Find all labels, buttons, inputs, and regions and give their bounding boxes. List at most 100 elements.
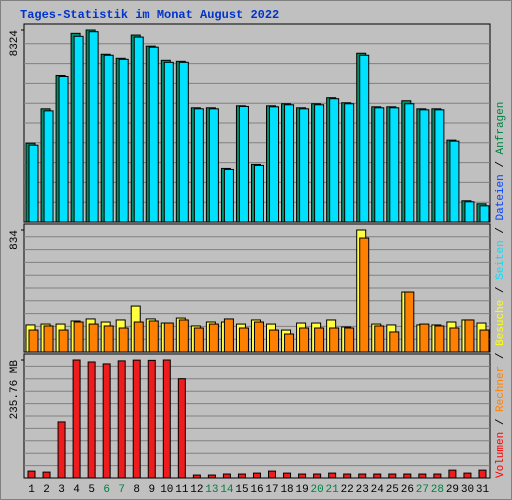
x-tick-label: 17 <box>265 484 278 496</box>
x-tick-label: 15 <box>235 484 248 496</box>
bar <box>434 109 445 223</box>
bar <box>359 54 370 223</box>
bar <box>479 205 490 223</box>
x-tick-label: 9 <box>148 484 155 496</box>
bar <box>148 46 159 223</box>
x-tick-label: 28 <box>431 484 444 496</box>
bar <box>479 329 490 353</box>
bar <box>284 104 295 223</box>
x-tick-label: 30 <box>461 484 474 496</box>
bar <box>208 108 219 223</box>
bar <box>73 35 84 223</box>
bar <box>253 321 264 353</box>
bar <box>58 329 69 353</box>
bar <box>223 168 234 223</box>
bar <box>253 164 264 223</box>
x-tick-label: 1 <box>28 484 35 496</box>
legend-separator: / <box>495 412 507 432</box>
bar <box>283 472 292 479</box>
bar <box>118 58 129 223</box>
bar <box>299 327 310 353</box>
x-tick-label: 21 <box>326 484 340 496</box>
bar <box>329 327 340 353</box>
x-tick-label: 19 <box>295 484 308 496</box>
x-tick-label: 6 <box>103 484 110 496</box>
bar <box>464 201 475 223</box>
legend-separator: / <box>495 154 507 174</box>
legend-item: Rechner <box>495 366 507 412</box>
bar <box>178 319 189 353</box>
bar <box>388 473 397 479</box>
bar <box>177 378 186 479</box>
x-tick-label: 10 <box>160 484 173 496</box>
bar <box>314 104 325 223</box>
y-tick-label: 8324 <box>9 30 21 57</box>
bar <box>43 325 54 353</box>
legend: Volumen / Rechner / Besuche / Seiten / D… <box>495 102 507 478</box>
x-tick-label: 23 <box>356 484 369 496</box>
bar <box>27 470 36 479</box>
bar <box>269 329 280 353</box>
bar <box>133 36 144 223</box>
bar <box>148 320 159 353</box>
bar <box>404 103 415 223</box>
x-tick-label: 16 <box>250 484 263 496</box>
x-tick-label: 2 <box>43 484 50 496</box>
bar <box>344 103 355 223</box>
y-tick-label: 235.76 MB <box>9 360 21 420</box>
bar <box>133 321 144 353</box>
bar <box>374 107 385 223</box>
bar <box>464 319 475 353</box>
bar <box>237 473 246 479</box>
bar <box>344 327 355 353</box>
bar <box>117 360 126 479</box>
legend-item: Anfragen <box>495 102 507 155</box>
bar <box>193 108 204 223</box>
bar <box>448 469 457 479</box>
x-tick-label: 13 <box>205 484 218 496</box>
x-tick-label: 20 <box>311 484 324 496</box>
bar <box>208 323 219 353</box>
bar <box>73 321 84 353</box>
bar <box>88 31 99 223</box>
bar <box>252 472 261 479</box>
bar <box>449 140 460 223</box>
y-tick-label: 834 <box>9 230 21 250</box>
legend-item: Volumen <box>495 432 507 478</box>
bar <box>87 361 96 479</box>
x-tick-label: 3 <box>58 484 65 496</box>
bar <box>314 327 325 353</box>
bar <box>163 322 174 353</box>
x-tick-label: 29 <box>446 484 459 496</box>
legend-separator: / <box>495 220 507 240</box>
bar <box>419 323 430 353</box>
bar <box>269 106 280 223</box>
bar <box>463 472 472 479</box>
bar <box>103 325 114 353</box>
bar <box>389 107 400 223</box>
x-tick-label: 26 <box>401 484 414 496</box>
legend-separator: / <box>495 280 507 300</box>
bar <box>433 473 442 479</box>
bar <box>163 61 174 223</box>
x-tick-label: 25 <box>386 484 399 496</box>
bar <box>358 473 367 479</box>
bar <box>192 474 201 479</box>
bar <box>418 473 427 479</box>
bar <box>103 54 114 223</box>
bar <box>102 363 111 479</box>
legend-separator: / <box>495 346 507 366</box>
bar <box>88 323 99 353</box>
bar <box>404 291 415 353</box>
bar <box>223 318 234 353</box>
legend-item: Seiten <box>495 240 507 280</box>
x-tick-label: 27 <box>416 484 429 496</box>
bar <box>43 110 54 223</box>
legend-item: Besuche <box>495 300 507 346</box>
legend-item: Dateien <box>495 174 507 220</box>
bar <box>328 472 337 479</box>
bar <box>419 109 430 223</box>
bar <box>298 473 307 479</box>
bar <box>58 75 69 223</box>
x-tick-label: 12 <box>190 484 203 496</box>
